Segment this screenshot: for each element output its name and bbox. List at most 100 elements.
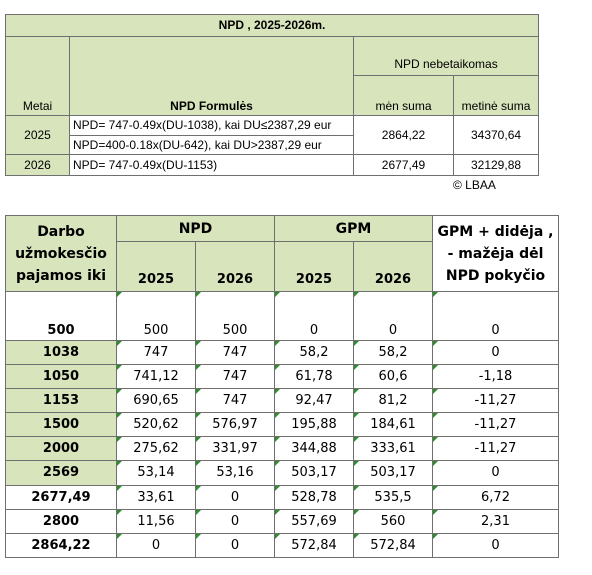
income-cell-value: 1050 — [42, 368, 80, 384]
npd-2026-cell-value: 0 — [230, 513, 240, 529]
cell-note-marker-icon — [196, 461, 201, 467]
npd-2025-cell: 690,65 — [116, 387, 196, 414]
npd-gpm-comparison-table: Darbo užmokesčio pajamos iki NPD GPM GPM… — [5, 214, 560, 559]
gpm-2026-cell-value: 535,5 — [374, 489, 412, 505]
year-2025: 2025 — [5, 115, 70, 156]
gpm-diff-cell: -11,27 — [432, 436, 560, 462]
npd-2026-cell: 53,16 — [194, 460, 276, 486]
cell-note-marker-icon — [117, 533, 122, 539]
gpm-2025-cell: 503,17 — [274, 460, 355, 486]
income-cell: 1038 — [5, 339, 117, 365]
cell-note-marker-icon — [354, 364, 360, 370]
npd-2026-cell-value: 747 — [222, 344, 248, 360]
gpm-diff-cell-value: 0 — [491, 465, 500, 481]
gpm-2025-cell: 61,78 — [274, 363, 355, 390]
npd-2025-cell-value: 275,62 — [133, 441, 179, 457]
cell-note-marker-icon — [196, 413, 201, 419]
npd-2026-cell-value: 747 — [222, 368, 248, 384]
gpm-diff-cell: 0 — [432, 532, 560, 559]
gpm-diff-cell: 0 — [432, 339, 560, 365]
cell-note-marker-icon — [433, 437, 439, 443]
gpm-2026-cell-value: 333,61 — [370, 441, 416, 457]
npd-formula-table: NPD , 2025-2026m. Metai NPD Formulės NPD… — [4, 14, 540, 176]
cell-note-marker-icon — [196, 340, 201, 346]
header-npd-formules: NPD Formulės — [69, 35, 354, 117]
cell-note-marker-icon — [117, 485, 122, 491]
gpm-2026-cell-value: 184,61 — [370, 417, 416, 433]
gpm-2025-cell-value: 195,88 — [291, 417, 337, 433]
cell-note-marker-icon — [275, 340, 281, 346]
npd-2026-cell: 576,97 — [194, 412, 276, 438]
gpm-2026-cell: 0 — [353, 291, 434, 341]
npd-2025-cell-value: 690,65 — [133, 393, 179, 409]
gpm-diff-cell-value: 0 — [491, 537, 500, 553]
income-cell: 2569 — [5, 460, 117, 486]
copyright-label: © LBAA — [453, 178, 496, 192]
cell-note-marker-icon — [117, 364, 122, 370]
gpm-2026-cell: 58,2 — [353, 339, 434, 365]
cell-note-marker-icon — [433, 364, 439, 370]
gpm-2025-cell-value: 557,69 — [291, 513, 337, 529]
header-metai: Metai — [5, 35, 70, 117]
gpm-2025-cell-value: 92,47 — [295, 393, 333, 409]
npd-2025-cell: 741,12 — [116, 363, 196, 390]
npd-2026-cell: 0 — [194, 532, 276, 559]
gpm-2025-cell: 557,69 — [274, 508, 355, 534]
npd-2026-cell: 331,97 — [194, 436, 276, 462]
header-diff-line2: - mažėja dėl — [447, 245, 544, 262]
gpm-diff-cell-value: 2,31 — [481, 513, 510, 529]
header-gpm-2025: 2025 — [274, 241, 355, 293]
income-cell-value: 2569 — [42, 465, 80, 481]
gpm-2025-cell-value: 0 — [309, 322, 319, 338]
cell-note-marker-icon — [117, 413, 122, 419]
gpm-2025-cell-value: 61,78 — [295, 368, 333, 384]
gpm-diff-cell: 0 — [432, 460, 560, 486]
gpm-2026-cell-value: 81,2 — [378, 393, 408, 409]
cell-note-marker-icon — [433, 461, 439, 467]
cell-note-marker-icon — [275, 364, 281, 370]
income-cell-value: 1153 — [42, 393, 80, 409]
header-gpm-diff: GPM + didėja , - mažėja dėl NPD pokyčio — [432, 214, 560, 293]
table-row: 2000 275,62 331,97 344,88 333,61 -11,27 — [5, 436, 560, 462]
gpm-2026-cell: 60,6 — [353, 363, 434, 390]
cell-note-marker-icon — [196, 437, 201, 443]
income-cell: 1500 — [5, 412, 117, 438]
formula-2025-a: NPD= 747-0.49x(DU-1038), kai DU≤2387,29 … — [69, 115, 354, 136]
npd-2026-cell: 500 — [194, 291, 276, 341]
header-npd-2025: 2025 — [116, 241, 196, 293]
cell-note-marker-icon — [275, 485, 281, 491]
gpm-2026-cell-value: 560 — [380, 513, 406, 529]
npd-2025-cell: 0 — [116, 532, 196, 559]
header-metine-suma: metinė suma — [452, 74, 540, 117]
cell-note-marker-icon — [117, 461, 122, 467]
cell-note-marker-icon — [354, 437, 360, 443]
gpm-2025-cell-value: 58,2 — [299, 344, 329, 360]
npd-2026-cell-value: 576,97 — [212, 417, 258, 433]
npd-2026-cell-value: 53,16 — [216, 465, 254, 481]
table-row: 1038 747 747 58,2 58,2 0 — [5, 339, 560, 365]
npd-2025-cell: 275,62 — [116, 436, 196, 462]
gpm-2025-cell: 572,84 — [274, 532, 355, 559]
npd-2025-cell-value: 520,62 — [133, 417, 179, 433]
income-cell: 2800 — [5, 508, 117, 534]
npd-2026-cell: 747 — [194, 387, 276, 414]
men-suma-2026: 2677,49 — [353, 154, 454, 176]
cell-note-marker-icon — [275, 533, 281, 539]
cell-note-marker-icon — [433, 292, 439, 298]
header-col1-line2: užmokesčio — [15, 245, 107, 262]
npd-2025-cell: 500 — [116, 291, 196, 341]
year-2026: 2026 — [5, 154, 70, 176]
cell-note-marker-icon — [354, 509, 360, 515]
header-darbo-uzmokescio: Darbo užmokesčio pajamos iki — [5, 214, 117, 293]
income-cell-value: 2000 — [42, 441, 80, 457]
gpm-2026-cell: 81,2 — [353, 387, 434, 414]
header-col1-line3: pajamos iki — [15, 267, 107, 284]
cell-note-marker-icon — [117, 389, 122, 394]
gpm-diff-cell-value: 6,72 — [481, 489, 510, 505]
header-diff-line1: GPM + didėja , — [437, 223, 554, 240]
table-row: 2800 11,56 0 557,69 560 2,31 — [5, 508, 560, 534]
header-gpm: GPM — [274, 214, 434, 243]
npd-2025-cell: 53,14 — [116, 460, 196, 486]
gpm-2025-cell: 195,88 — [274, 412, 355, 438]
gpm-diff-cell: 6,72 — [432, 484, 560, 510]
